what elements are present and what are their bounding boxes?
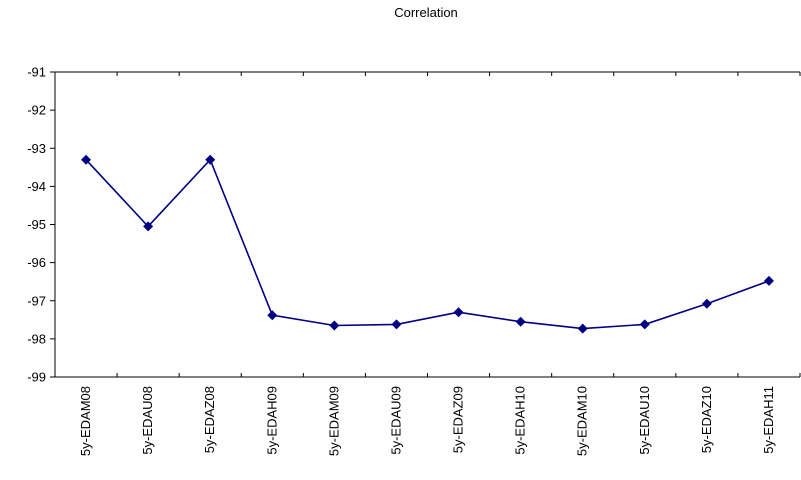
data-point-marker (267, 310, 278, 321)
data-point-marker (577, 323, 588, 334)
y-tick-label: -91 (27, 65, 46, 80)
data-point-marker (329, 320, 340, 331)
x-tick-label: 5y-EDAH10 (513, 386, 528, 455)
y-tick-label: -93 (27, 141, 46, 156)
x-tick-label: 5y-EDAZ09 (451, 386, 466, 453)
chart-title: Correlation (394, 5, 458, 20)
x-tick-label: 5y-EDAH09 (264, 386, 279, 455)
x-tick-label: 5y-EDAM10 (575, 386, 590, 456)
data-point-marker (639, 319, 650, 330)
x-tick-label: 5y-EDAU08 (140, 386, 155, 455)
data-point-marker (143, 221, 154, 232)
x-tick-label: 5y-EDAZ08 (202, 386, 217, 453)
y-tick-label: -95 (27, 217, 46, 232)
y-tick-label: -96 (27, 255, 46, 270)
series-line (85, 158, 770, 330)
y-tick-label: -94 (27, 179, 46, 194)
y-tick-label: -98 (27, 331, 46, 346)
data-point-marker (701, 298, 712, 309)
data-point-marker (205, 154, 216, 165)
plot-area: -91 -92 -93 -94 -95 -96 -97 -98 -99 5y-EDAM08 5y-E… (27, 65, 801, 456)
data-point-marker (81, 154, 92, 165)
data-point-marker (453, 307, 464, 318)
x-tick-label: 5y-EDAH11 (761, 386, 776, 454)
data-point-marker (391, 319, 402, 330)
data-point-marker (515, 316, 526, 327)
x-tick-label: 5y-EDAZ10 (699, 386, 714, 453)
data-point-marker (763, 275, 774, 286)
x-tick-label: 5y-EDAU09 (388, 386, 403, 455)
x-tick-label: 5y-EDAM09 (326, 386, 341, 456)
y-tick-label: -99 (27, 370, 46, 385)
x-tick-label: 5y-EDAU10 (637, 386, 652, 455)
y-tick-label: -97 (27, 293, 46, 308)
x-tick-label: 5y-EDAM08 (78, 386, 93, 456)
y-tick-label: -92 (27, 103, 46, 118)
